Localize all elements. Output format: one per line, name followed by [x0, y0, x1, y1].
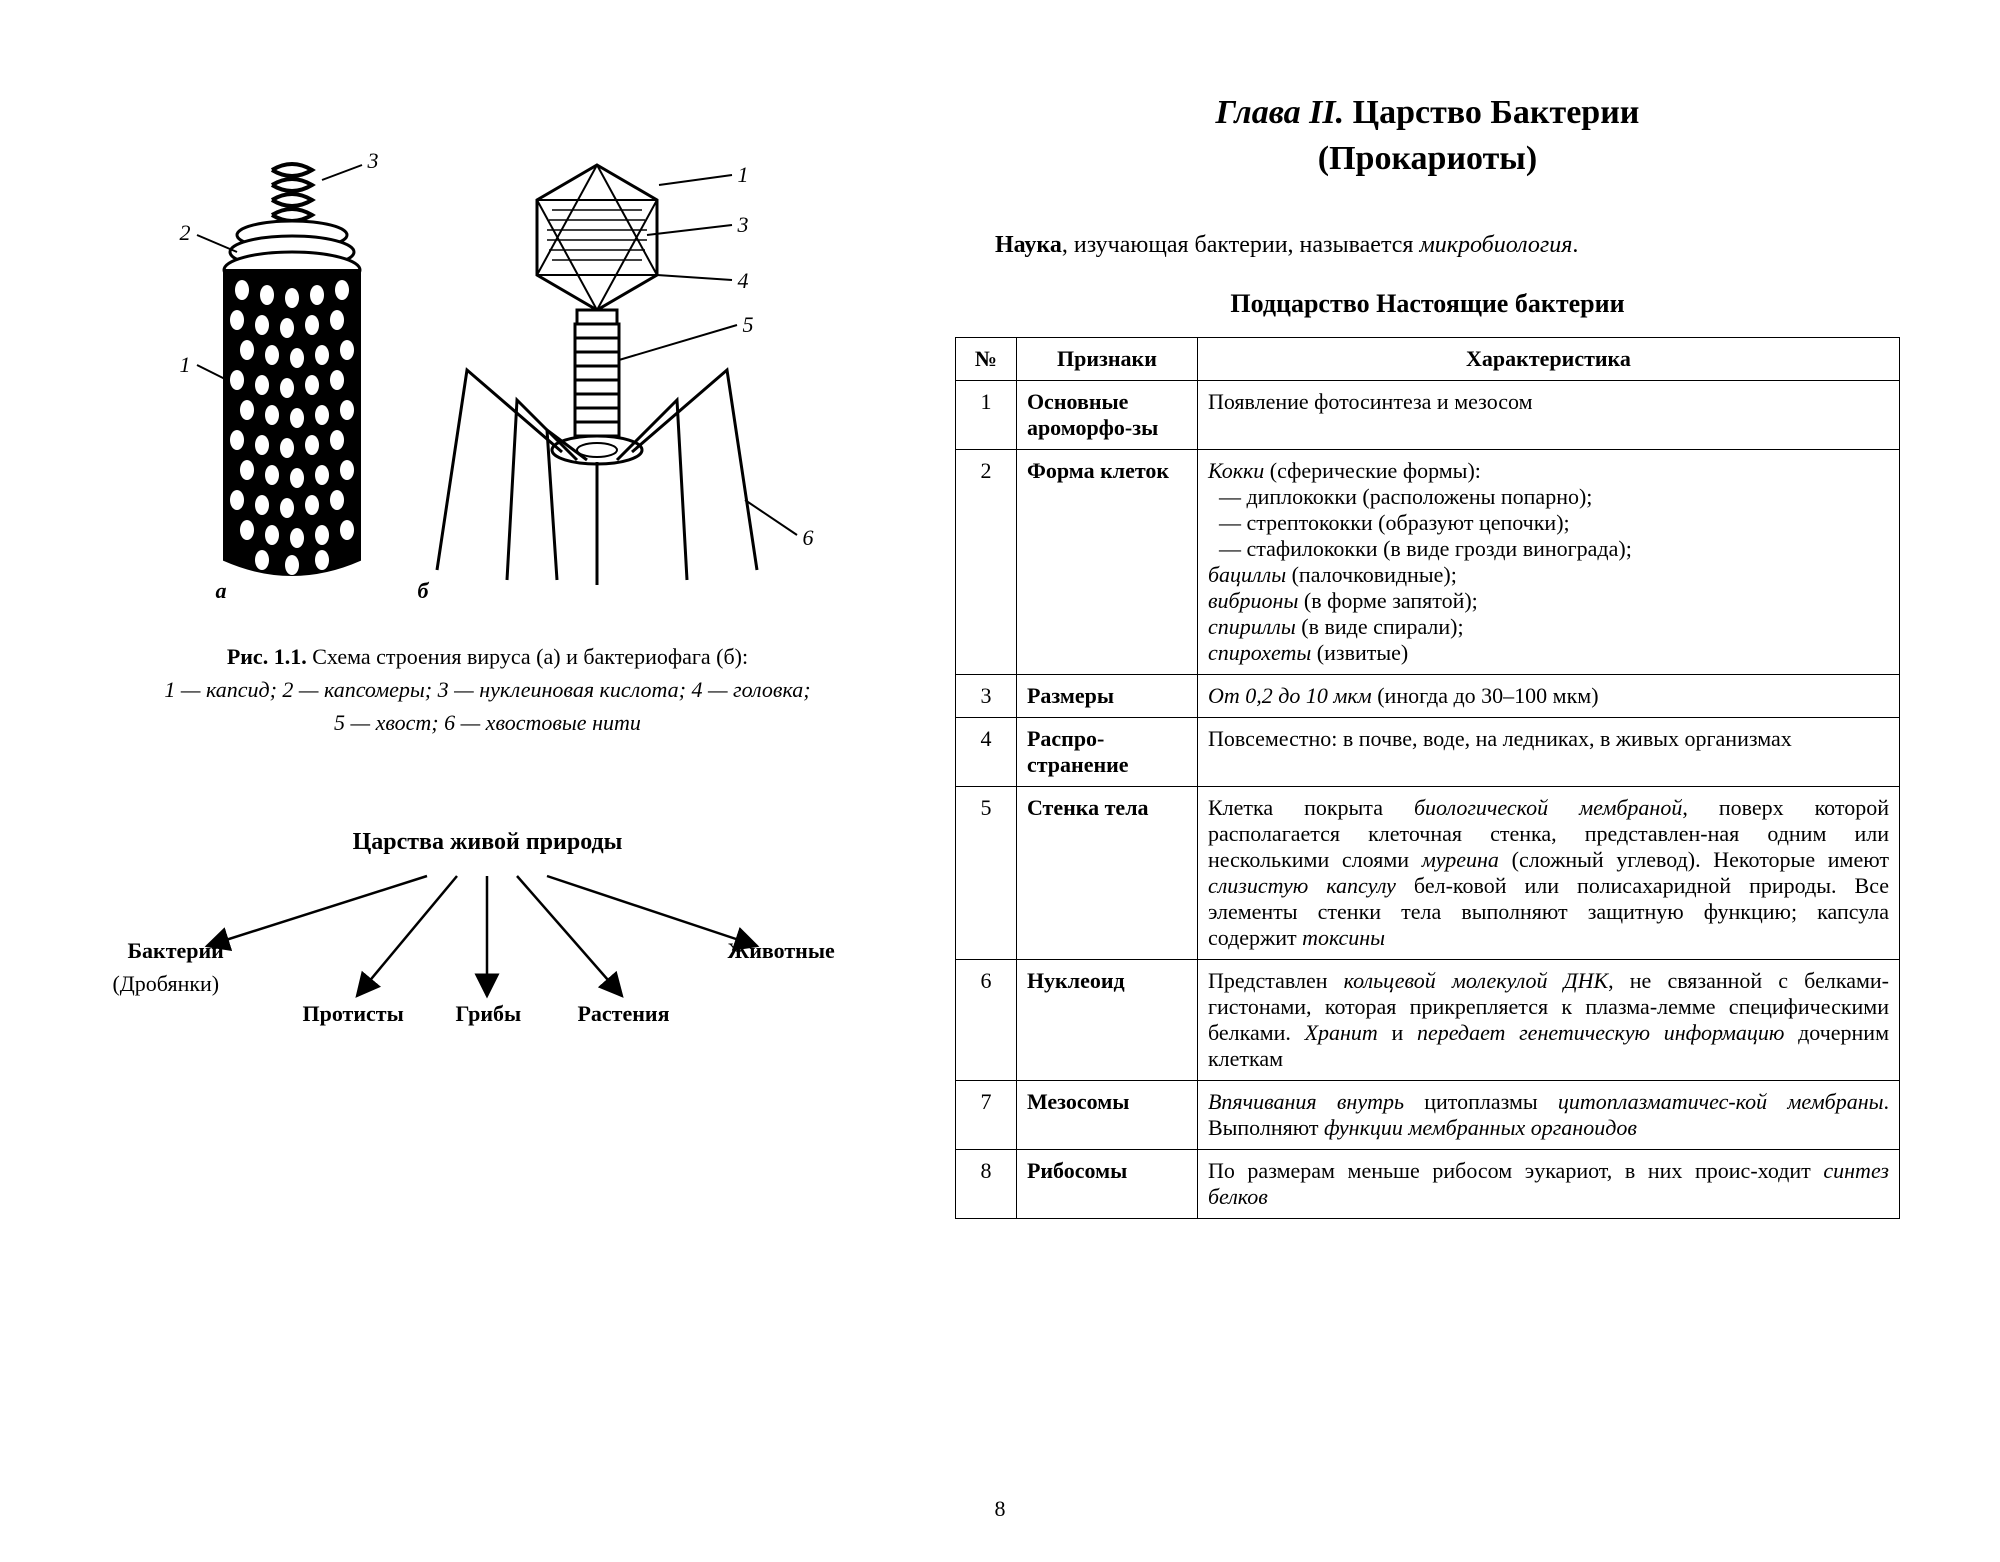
fig-label-b3: 3 — [737, 212, 748, 238]
cell-desc: От 0,2 до 10 мкм (иногда до 30–100 мкм) — [1197, 674, 1899, 717]
th-desc: Характеристика — [1197, 337, 1899, 380]
cell-sign: Стенка тела — [1016, 786, 1197, 959]
fig-label-b4: 4 — [737, 268, 748, 294]
page: 1 2 3 а б 1 3 4 5 6 Рис. 1.1. Схема стро… — [0, 0, 2000, 1562]
fig-label-b6: 6 — [802, 525, 813, 551]
fig-label-b: б — [417, 578, 428, 604]
cell-num: 8 — [955, 1149, 1016, 1218]
tree-drobyanki: (Дробянки) — [112, 971, 219, 997]
virus-a — [197, 164, 362, 575]
intro-tail: . — [1572, 232, 1578, 258]
caption-line3: 5 — хвост; 6 — хвостовые нити — [334, 710, 641, 735]
cell-num: 2 — [955, 449, 1016, 674]
intro-rest1: , изучающая бактерии, называется — [1062, 232, 1420, 258]
cell-num: 6 — [955, 959, 1016, 1080]
fig-label-a: а — [215, 578, 226, 604]
fig-label-3a: 3 — [367, 148, 378, 174]
th-sign: Признаки — [1016, 337, 1197, 380]
cell-sign: Распро-странение — [1016, 717, 1197, 786]
tree-plants: Растения — [577, 1001, 669, 1027]
chapter-line1-italic: Глава II. — [1216, 94, 1345, 131]
cell-sign: Размеры — [1016, 674, 1197, 717]
chapter-line2: (Прокариоты) — [1318, 140, 1537, 177]
cell-sign: Мезосомы — [1016, 1080, 1197, 1149]
cell-sign: Основные ароморфо-зы — [1016, 380, 1197, 449]
cell-num: 5 — [955, 786, 1016, 959]
figure-1-1: 1 2 3 а б 1 3 4 5 6 — [137, 140, 837, 610]
cell-desc: По размерам меньше рибосом эукариот, в н… — [1197, 1149, 1899, 1218]
caption-rest: Схема строения вируса (а) и бактериофага… — [307, 644, 748, 669]
caption-bold: Рис. 1.1. — [227, 644, 307, 669]
figure-caption: Рис. 1.1. Схема строения вируса (а) и ба… — [127, 640, 847, 739]
cell-num: 3 — [955, 674, 1016, 717]
table-row: 2Форма клетокКокки (сферические формы): … — [955, 449, 1899, 674]
table-row: 8РибосомыПо размерам меньше рибосом эука… — [955, 1149, 1899, 1218]
tree-fungi: Грибы — [455, 1001, 521, 1027]
cell-desc: Представлен кольцевой молекулой ДНК, не … — [1197, 959, 1899, 1080]
fig-label-b1: 1 — [737, 162, 748, 188]
cell-desc: Появление фотосинтеза и мезосом — [1197, 380, 1899, 449]
cell-sign: Рибосомы — [1016, 1149, 1197, 1218]
cell-desc: Кокки (сферические формы): — диплококки … — [1197, 449, 1899, 674]
th-num: № — [955, 337, 1016, 380]
cell-num: 7 — [955, 1080, 1016, 1149]
tree-diagram: Бактерии (Дробянки) Протисты Грибы Расте… — [107, 856, 867, 1116]
intro-italic: микробиология — [1419, 232, 1572, 258]
virus-bacteriophage-svg — [137, 140, 837, 610]
page-number: 8 — [0, 1496, 2000, 1522]
intro-line: Наука, изучающая бактерии, называется ми… — [955, 232, 1900, 259]
cell-sign: Нуклеоид — [1016, 959, 1197, 1080]
tree-protists: Протисты — [302, 1001, 403, 1027]
chapter-line1-bold: Царство Бактерии — [1344, 94, 1639, 131]
left-column: 1 2 3 а б 1 3 4 5 6 Рис. 1.1. Схема стро… — [100, 80, 875, 1522]
cell-desc: Клетка покрыта биологической мембраной, … — [1197, 786, 1899, 959]
cell-num: 4 — [955, 717, 1016, 786]
cell-desc: Повсеместно: в почве, воде, на ледниках,… — [1197, 717, 1899, 786]
table-row: 1Основные ароморфо-зыПоявление фотосинте… — [955, 380, 1899, 449]
cell-num: 1 — [955, 380, 1016, 449]
cell-desc: Впячивания внутрь цитоплазмы цитоплазмат… — [1197, 1080, 1899, 1149]
table-row: 4Распро-странениеПовсеместно: в почве, в… — [955, 717, 1899, 786]
table-row: 5Стенка телаКлетка покрыта биологической… — [955, 786, 1899, 959]
characteristics-table: № Признаки Характеристика 1Основные аром… — [955, 337, 1900, 1219]
table-body: 1Основные ароморфо-зыПоявление фотосинте… — [955, 380, 1899, 1218]
tree-title: Царства живой природы — [353, 829, 623, 856]
table-row: 3РазмерыОт 0,2 до 10 мкм (иногда до 30–1… — [955, 674, 1899, 717]
table-row: 7МезосомыВпячивания внутрь цитоплазмы ци… — [955, 1080, 1899, 1149]
fig-label-2: 2 — [179, 220, 190, 246]
table-row: 6НуклеоидПредставлен кольцевой молекулой… — [955, 959, 1899, 1080]
right-column: Глава II. Царство Бактерии (Прокариоты) … — [955, 80, 1900, 1522]
tree-svg — [107, 866, 867, 1066]
tree-bacteria: Бактерии — [127, 938, 223, 964]
intro-bold: Наука — [995, 232, 1062, 258]
chapter-title: Глава II. Царство Бактерии (Прокариоты) — [955, 90, 1900, 182]
table-header-row: № Признаки Характеристика — [955, 337, 1899, 380]
fig-label-1: 1 — [179, 352, 190, 378]
subkingdom-title: Подцарство Настоящие бактерии — [955, 289, 1900, 319]
caption-line2: 1 — капсид; 2 — капсомеры; 3 — нуклеинов… — [164, 677, 810, 702]
fig-label-b5: 5 — [742, 312, 753, 338]
tree-animals: Животные — [727, 938, 834, 964]
cell-sign: Форма клеток — [1016, 449, 1197, 674]
